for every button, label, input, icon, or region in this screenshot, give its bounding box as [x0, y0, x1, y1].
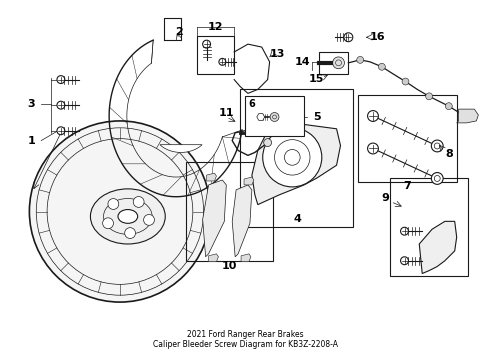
Circle shape [357, 57, 364, 63]
Circle shape [402, 78, 409, 85]
Circle shape [344, 33, 353, 42]
Circle shape [445, 103, 452, 109]
Polygon shape [207, 173, 217, 181]
Bar [186, 162, 272, 261]
Ellipse shape [118, 210, 138, 223]
Text: 1: 1 [27, 136, 35, 145]
Bar [197, 36, 234, 74]
Polygon shape [252, 121, 341, 204]
Text: 8: 8 [445, 149, 453, 159]
Text: 14: 14 [294, 57, 310, 67]
Circle shape [57, 76, 65, 84]
Circle shape [400, 227, 409, 235]
Text: 9: 9 [382, 193, 390, 203]
Circle shape [333, 57, 344, 69]
Polygon shape [244, 177, 254, 185]
Circle shape [263, 128, 322, 187]
Circle shape [102, 218, 114, 229]
Polygon shape [203, 180, 226, 257]
Text: 16: 16 [370, 32, 386, 42]
Bar [358, 95, 457, 182]
Circle shape [57, 101, 65, 109]
Circle shape [368, 143, 378, 154]
Circle shape [426, 93, 433, 100]
Circle shape [144, 215, 154, 225]
Bar [240, 89, 353, 227]
Circle shape [29, 121, 211, 302]
Polygon shape [241, 254, 251, 262]
Circle shape [219, 58, 226, 65]
Bar [245, 96, 304, 136]
Circle shape [431, 140, 443, 152]
Text: 10: 10 [221, 261, 237, 271]
Text: 7: 7 [404, 181, 411, 191]
Polygon shape [257, 113, 265, 120]
Text: 11: 11 [219, 108, 234, 118]
Polygon shape [160, 145, 202, 152]
Circle shape [368, 111, 378, 121]
Polygon shape [457, 109, 478, 123]
Text: 13: 13 [270, 49, 285, 59]
Circle shape [378, 63, 385, 70]
Text: 12: 12 [208, 22, 223, 32]
Circle shape [108, 199, 119, 210]
Text: 6: 6 [248, 99, 255, 109]
Polygon shape [209, 254, 219, 262]
Text: 2: 2 [175, 27, 183, 37]
Polygon shape [419, 221, 457, 274]
Text: 15: 15 [309, 73, 324, 84]
Text: 4: 4 [293, 215, 301, 224]
Circle shape [203, 40, 211, 48]
Circle shape [264, 139, 271, 147]
Circle shape [124, 228, 136, 238]
Circle shape [133, 197, 144, 207]
Ellipse shape [91, 189, 165, 244]
Circle shape [57, 127, 65, 135]
Polygon shape [232, 185, 252, 257]
Circle shape [270, 113, 279, 121]
Circle shape [257, 113, 267, 123]
Text: 2021 Ford Ranger Rear Brakes
Caliper Bleeder Screw Diagram for KB3Z-2208-A: 2021 Ford Ranger Rear Brakes Caliper Ble… [152, 330, 338, 349]
Bar [319, 52, 348, 74]
Circle shape [400, 257, 409, 265]
Circle shape [431, 172, 443, 184]
Text: 3: 3 [27, 99, 35, 109]
Text: 5: 5 [313, 112, 320, 122]
Bar [390, 178, 468, 276]
